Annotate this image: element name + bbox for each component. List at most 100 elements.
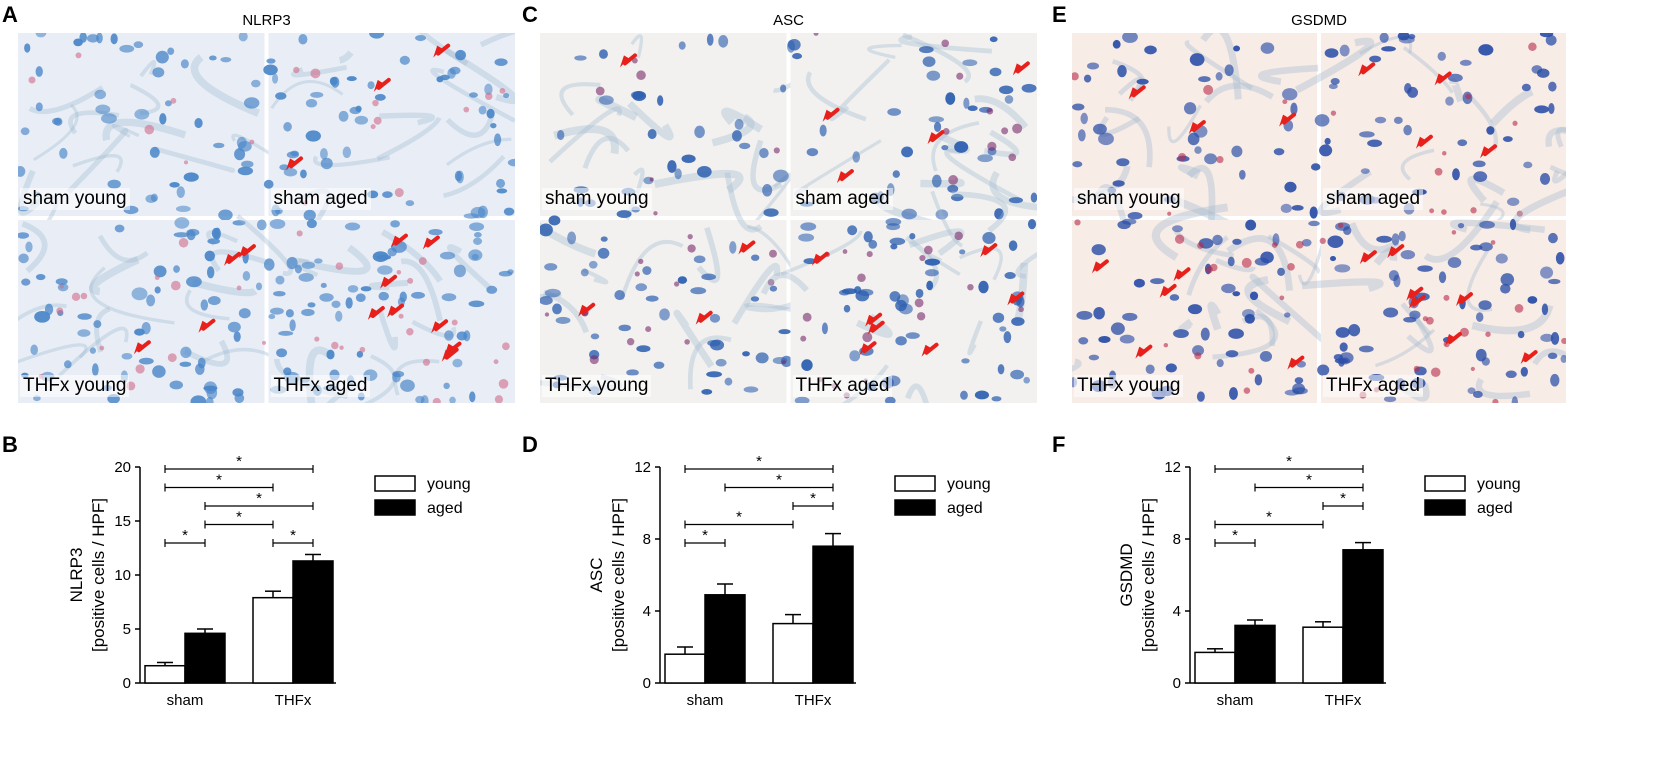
y-axis-title: GSDMD	[1117, 543, 1136, 606]
red-arrow-icon	[224, 251, 242, 266]
legend-swatch-aged	[374, 499, 416, 516]
micrograph-tile	[540, 172, 822, 403]
significance-star: *	[1340, 490, 1346, 507]
red-arrow-icon	[1434, 71, 1452, 86]
tile-label: THFx aged	[792, 375, 893, 397]
y-axis-title: ASC	[587, 558, 606, 593]
y-tick-label: 8	[1173, 531, 1181, 548]
red-arrow-icon	[1359, 250, 1377, 265]
bar-sham-young	[664, 653, 706, 684]
y-tick-label: 0	[123, 675, 131, 692]
bar-sham-young	[144, 664, 186, 684]
micrograph-tile	[760, 190, 1037, 403]
red-arrow-icon	[836, 169, 854, 184]
red-arrow-icon	[1012, 61, 1030, 76]
red-arrow-icon	[867, 320, 885, 335]
y-tick-label: 0	[1173, 675, 1181, 692]
red-arrow-icon	[578, 302, 596, 317]
y-axis-subtitle: [positive cells / HPF]	[609, 498, 628, 652]
tile-label: THFx young	[1074, 375, 1184, 397]
red-arrow-icon	[811, 251, 829, 266]
red-arrow-icon	[1007, 291, 1025, 306]
panel-letter-d: D	[522, 432, 538, 457]
red-arrow-icon	[1159, 283, 1177, 298]
micrograph-grid-gsdmd	[1072, 33, 1566, 403]
y-tick-label: 12	[1164, 459, 1181, 476]
panel-title-gsdmd: GSDMD	[1291, 12, 1347, 29]
significance-bracket: *	[164, 453, 314, 473]
red-arrow-icon	[619, 53, 637, 68]
y-tick-label: 10	[114, 567, 131, 584]
tile-label: sham young	[1074, 188, 1184, 210]
significance-star: *	[1232, 527, 1238, 544]
red-arrow-icon	[1279, 112, 1297, 127]
significance-bracket: *	[1322, 490, 1364, 510]
bar-chart-asc: 0 4 8 12 ASC [positive cells / HPF] sham THFx * *…	[587, 453, 991, 709]
red-arrow-icon	[1387, 244, 1405, 259]
error-bar-sham-aged	[197, 628, 213, 634]
error-bar-thfx-aged	[1355, 541, 1371, 550]
panel-title-nlrp3: NLRP3	[242, 12, 291, 29]
significance-star: *	[216, 472, 222, 489]
legend-swatch-aged	[894, 499, 936, 516]
red-arrow-icon	[927, 130, 945, 145]
y-axis-subtitle: [positive cells / HPF]	[1139, 498, 1158, 652]
significance-bracket: *	[1254, 472, 1364, 492]
red-arrow-icon	[238, 244, 256, 259]
legend-label-young: young	[1477, 476, 1521, 493]
error-bar-sham-young	[1207, 648, 1223, 653]
micrograph-tile	[18, 217, 300, 403]
x-tick-label: sham	[167, 692, 204, 709]
y-axis-subtitle: [positive cells / HPF]	[89, 498, 108, 652]
significance-star: *	[756, 453, 762, 470]
significance-star: *	[736, 509, 742, 526]
red-arrow-icon	[1520, 350, 1538, 365]
significance-bracket: *	[272, 527, 314, 547]
error-bar-thfx-aged	[305, 553, 321, 561]
significance-star: *	[1286, 453, 1292, 470]
tile-label: THFx aged	[270, 375, 371, 397]
y-tick-label: 20	[114, 459, 131, 476]
tile-label: sham aged	[1323, 188, 1424, 210]
red-arrow-icon	[286, 156, 304, 171]
red-arrow-icon	[422, 235, 440, 250]
y-tick-label: 0	[643, 675, 651, 692]
bar-thfx-aged	[292, 560, 334, 684]
red-arrow-icon	[695, 310, 713, 325]
bar-thfx-young	[772, 622, 814, 684]
significance-bracket: *	[1214, 509, 1324, 529]
chart-legend: young aged	[374, 475, 471, 517]
micrograph-tile	[263, 33, 515, 233]
significance-star: *	[236, 509, 242, 526]
y-tick-label: 5	[123, 621, 131, 638]
y-tick-label: 4	[1173, 603, 1181, 620]
red-arrow-icon	[1480, 144, 1498, 159]
red-arrow-icon	[1135, 344, 1153, 359]
x-tick-label: THFx	[1325, 692, 1362, 709]
legend-swatch-young	[894, 475, 936, 492]
significance-bracket: *	[164, 527, 206, 547]
x-tick-label: sham	[687, 692, 724, 709]
legend-label-aged: aged	[947, 500, 983, 517]
red-arrow-icon	[380, 274, 398, 289]
significance-bracket: *	[792, 490, 834, 510]
tile-label: THFx young	[542, 375, 652, 397]
micrograph-tile	[18, 33, 281, 261]
error-bar-thfx-young	[785, 613, 801, 624]
significance-star: *	[290, 527, 296, 544]
panel-letter-b: B	[2, 432, 18, 457]
legend-label-aged: aged	[427, 500, 463, 517]
red-arrow-icon	[1188, 120, 1206, 135]
legend-label-young: young	[947, 476, 991, 493]
y-tick-label: 4	[643, 603, 651, 620]
error-bar-sham-young	[677, 646, 693, 655]
tile-label: THFx aged	[1323, 375, 1423, 397]
significance-bracket: *	[1214, 527, 1256, 547]
tile-label: sham aged	[270, 188, 371, 210]
tile-label: sham young	[20, 188, 130, 210]
significance-star: *	[182, 527, 188, 544]
error-bar-sham-aged	[1247, 619, 1263, 626]
panel-title-asc: ASC	[773, 12, 804, 29]
micrograph-tile	[236, 214, 515, 403]
red-arrow-icon	[1415, 134, 1433, 149]
